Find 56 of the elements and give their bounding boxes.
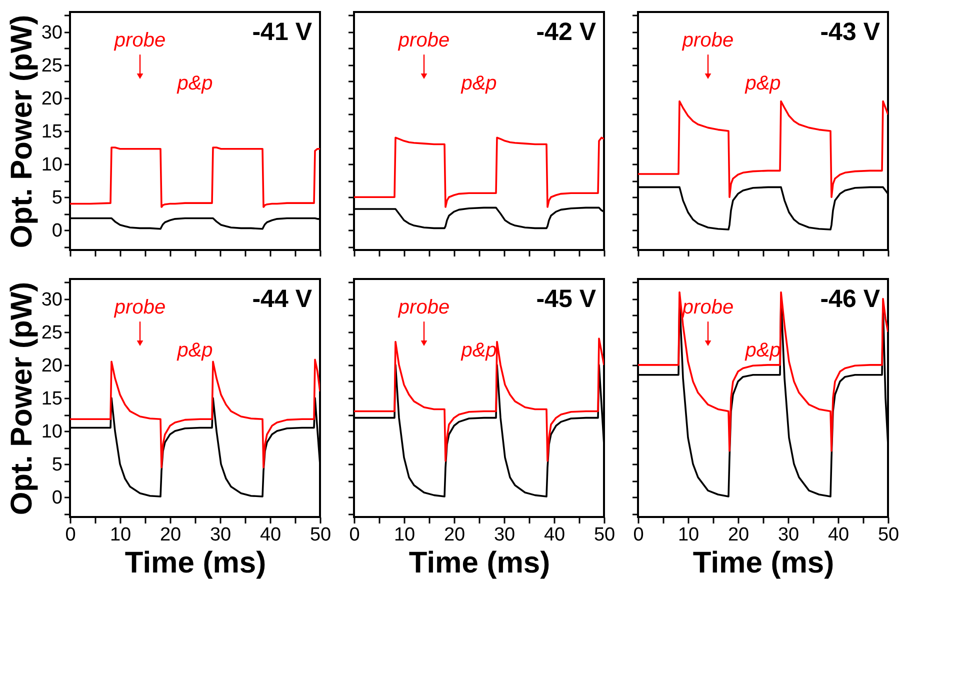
chart-title: -43 V [820,18,880,46]
annotation: p&p [744,72,781,94]
chart-title: -45 V [536,285,596,313]
y-tick-label: 5 [52,454,62,476]
x-axis-title: Time (ms) [124,546,266,580]
y-tick-label: 20 [41,88,62,110]
x-tick-label: 40 [828,524,850,546]
x-tick-label: 10 [110,524,132,546]
chart-title: -41 V [252,18,312,46]
chart-title: -42 V [536,18,596,46]
annotation: p&p [176,72,213,94]
x-tick-label: 30 [494,524,516,546]
y-tick-label: 15 [41,122,62,142]
x-tick-label: 20 [160,524,182,546]
annotation: p&p [460,72,497,94]
y-tick-label: 30 [41,22,62,44]
x-axis-title: Time (ms) [692,546,834,580]
chart-title: -44 V [252,285,312,313]
x-tick-label: 50 [594,524,616,546]
x-tick-label: 10 [678,524,700,546]
y-tick-label: 5 [52,188,62,209]
x-tick-label: 40 [260,524,282,546]
annotation: probe [681,30,734,52]
chart-title: -46 V [820,285,880,313]
x-tick-label: 50 [878,524,900,546]
y-tick-label: 0 [52,220,62,242]
annotation: probe [113,296,166,319]
annotation: probe [397,296,450,319]
y-axis-title: Opt. Power (pW) [5,282,38,516]
y-tick-label: 25 [41,55,62,76]
x-tick-label: 30 [778,524,800,546]
y-tick-label: 0 [52,488,62,509]
annotation: probe [397,30,450,52]
y-tick-label: 20 [41,355,62,376]
x-tick-label: 10 [394,524,416,546]
x-tick-label: 0 [349,524,360,546]
x-tick-label: 40 [544,524,566,546]
x-tick-label: 20 [444,524,466,546]
annotation: p&p [460,339,497,362]
line-series [70,146,320,208]
y-tick-label: 15 [41,388,62,410]
x-tick-label: 0 [633,524,644,546]
x-tick-label: 0 [65,524,76,546]
x-tick-label: 30 [210,524,232,546]
y-axis-title: Opt. Power (pW) [5,14,38,248]
y-tick-label: 10 [41,422,62,443]
x-tick-label: 20 [728,524,750,546]
annotation: p&p [744,339,781,362]
annotation: probe [113,30,166,52]
annotation: probe [681,296,734,319]
y-tick-label: 10 [41,154,62,176]
annotation: p&p [176,339,213,362]
x-axis-title: Time (ms) [408,546,550,580]
x-tick-label: 50 [310,524,332,546]
y-tick-label: 25 [41,322,62,344]
y-tick-label: 30 [41,289,62,310]
